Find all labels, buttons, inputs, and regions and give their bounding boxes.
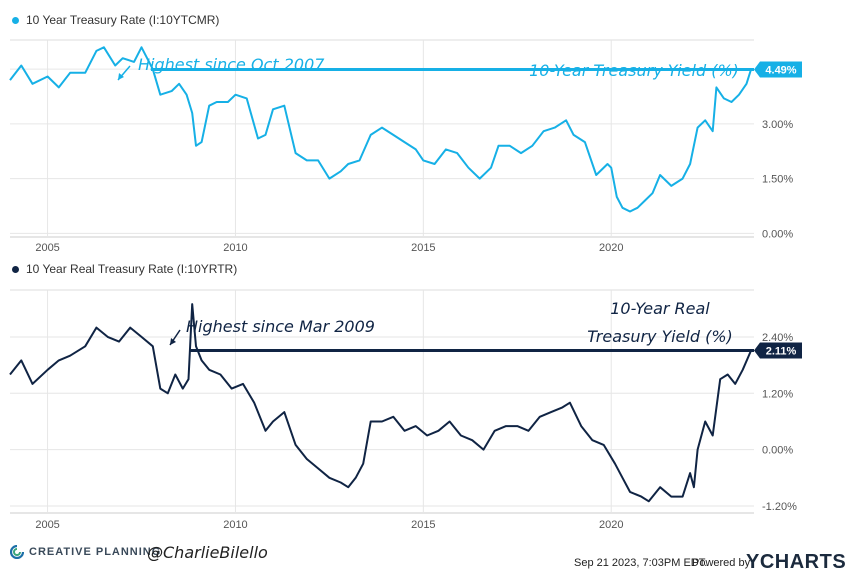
x-tick-label: 2005 [35,242,59,254]
y-tick-label: 0.00% [762,445,793,457]
y-tick-label: 0.00% [762,228,793,240]
legend-real-treasury-rate[interactable]: 10 Year Real Treasury Rate (I:10YRTR) [12,262,237,276]
series-name-label: Treasury Yield (%) [587,327,733,346]
current-value-badge [754,61,802,78]
x-tick-label: 2020 [599,519,623,531]
series-line [9,303,752,503]
annotation-text: Highest since Oct 2007 [138,55,325,74]
creative-planning-logo: CREATIVE PLANNING [10,545,161,559]
y-tick-label: -1.20% [762,501,797,513]
legend-dot-icon [12,16,19,24]
legend-label: 10 Year Real Treasury Rate (I:10YRTR) [26,262,238,276]
treasury-yield-chart[interactable]: 20052010201520200.00%1.50%3.00%4.50%4.49… [9,39,802,254]
legend-treasury-rate[interactable]: 10 Year Treasury Rate (I:10YTCMR) [12,13,219,27]
y-tick-label: 1.50% [762,174,793,186]
current-value-label: 2.11% [766,346,797,358]
annotation-arrowhead [170,338,176,345]
y-tick-label: 2.40% [762,332,793,344]
creative-planning-mark-icon [10,545,24,559]
x-tick-label: 2010 [223,242,247,254]
x-tick-label: 2010 [223,519,247,531]
annotation-arrowhead [118,73,124,80]
timestamp: Sep 21 2023, 7:03PM EDT. [574,557,708,569]
annotation-text: Highest since Mar 2009 [186,317,375,336]
y-tick-label: 1.20% [762,388,793,400]
series-line [9,46,752,213]
y-tick-label: 3.00% [762,119,793,131]
current-value-badge [754,342,802,359]
ycharts-logo: YCHARTS [746,551,847,573]
x-tick-label: 2005 [35,519,59,531]
x-tick-label: 2015 [411,519,435,531]
legend-label: 10 Year Treasury Rate (I:10YTCMR) [26,13,220,27]
series-name-label: 10-Year Treasury Yield (%) [529,61,739,80]
current-value-label: 4.49% [765,65,796,77]
powered-by-label: Powered by [692,557,751,569]
author-handle: @CharlieBilello [147,543,268,562]
real-treasury-yield-chart[interactable]: 2005 2010 2015 2020 -1.20% 0.00% 1.20% 2.40% 2.1… [9,289,802,531]
x-tick-label: 2020 [599,242,623,254]
series-name-label: 10-Year Real [610,299,710,318]
brand-name: CREATIVE PLANNING [29,546,162,558]
x-tick-label: 2015 [411,242,435,254]
legend-dot-icon [12,265,19,273]
